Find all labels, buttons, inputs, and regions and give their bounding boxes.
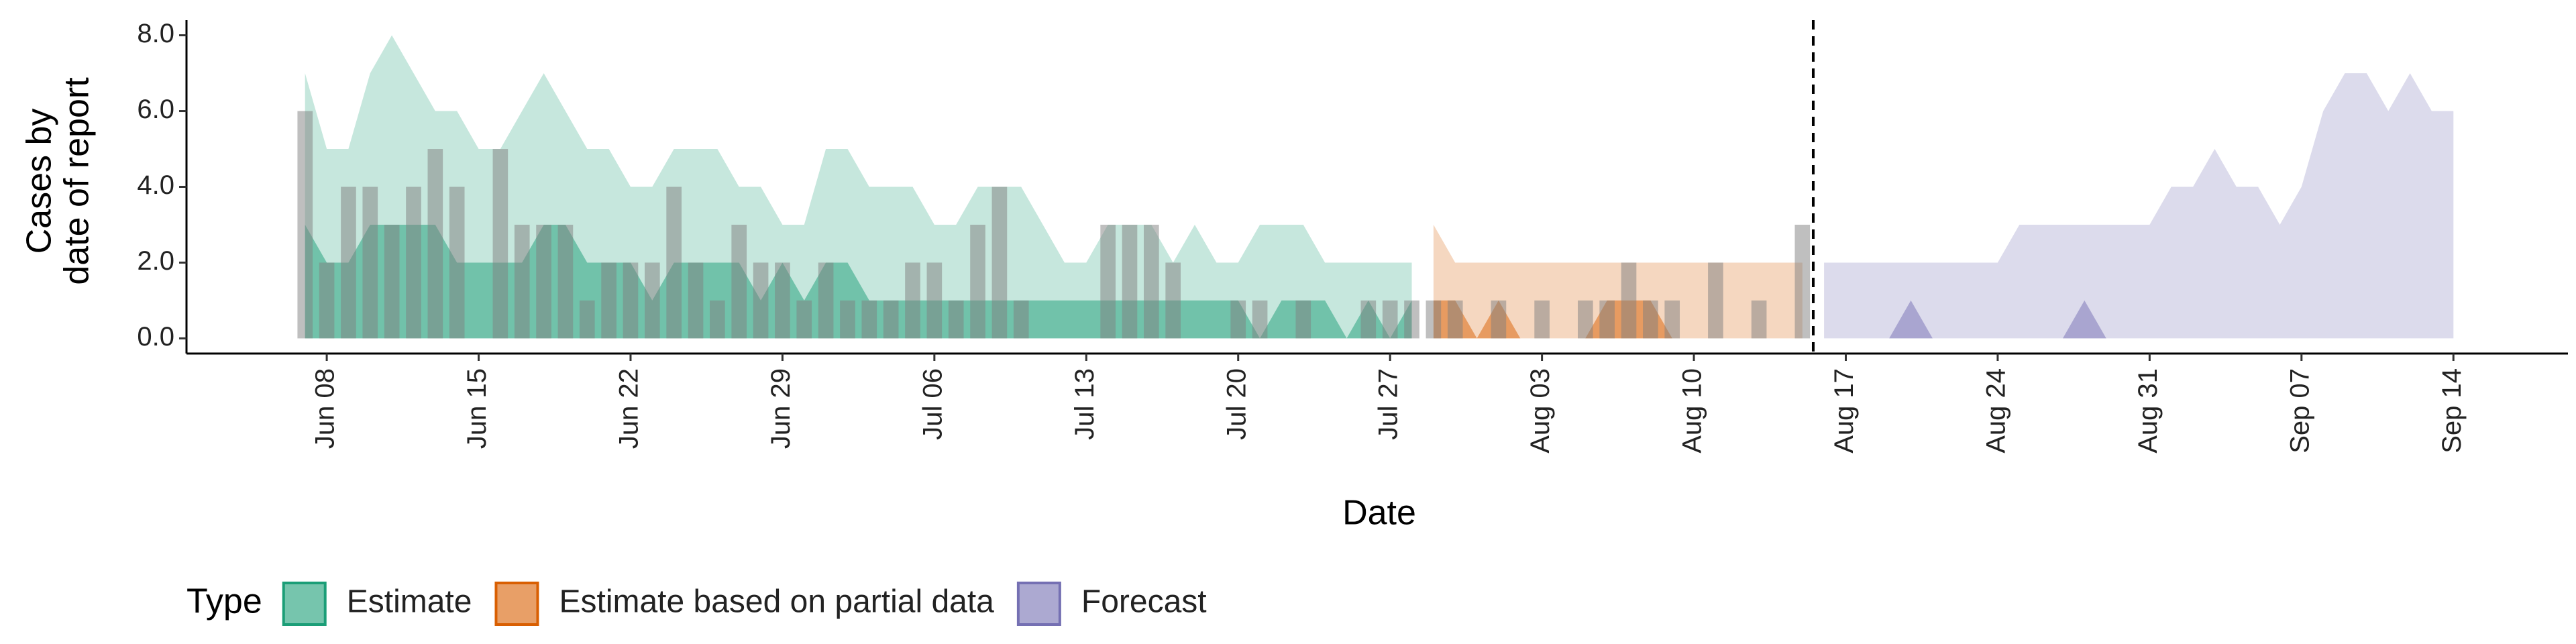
x-tick-label: Jun 29 [766,368,796,449]
bar [905,262,920,339]
bar [970,224,985,339]
bar [1295,300,1311,339]
bar [1144,224,1159,339]
bar [1664,300,1680,339]
x-tick-label: Aug 03 [1525,368,1555,453]
bar [492,149,508,339]
bar [644,262,660,339]
bar [1360,300,1377,339]
bar [1599,300,1615,339]
plot-area: 0.0 2.0 4.0 6.0 8.0 Jun 08 Jun 15 Jun 22 Jun 29 J… [137,19,2568,453]
y-axis-title: Cases by [20,109,59,254]
x-tick-label: Jul 20 [1222,368,1251,440]
bar [840,300,855,339]
bar [1404,300,1419,339]
x-tick-label: Sep 14 [2437,368,2467,453]
x-tick-label: Aug 24 [1981,368,2010,453]
bar [1491,300,1507,339]
bar [883,300,899,339]
bar [948,300,964,339]
bar [557,224,574,339]
x-tick-label: Aug 31 [2133,368,2163,453]
bar [1577,300,1593,339]
bar [579,300,595,339]
bar [406,186,421,339]
bar [1013,300,1029,339]
bar [1100,224,1116,339]
bar [362,186,378,339]
bar [601,262,616,339]
legend: Type Estimate Estimate based on partial da… [186,582,1207,626]
legend-label: Estimate [347,584,472,620]
bar [775,262,790,339]
bar [1643,300,1658,339]
x-tick-label: Jul 13 [1070,368,1099,440]
y-tick-label: 8.0 [137,19,174,48]
legend-label: Forecast [1081,584,1207,620]
x-tick-label: Jul 27 [1374,368,1403,440]
bar [753,262,769,339]
bar [710,300,725,339]
bar [1621,262,1637,339]
bar [926,262,943,339]
bar [1122,224,1138,339]
bar [1230,300,1246,339]
ribbon-outer [1824,73,2454,339]
bar [818,262,834,339]
legend-label: Estimate based on partial data [559,584,994,620]
bar [796,300,812,339]
y-tick-label: 4.0 [137,170,174,200]
bar [1794,224,1811,339]
bar [319,262,335,339]
bar [514,224,530,339]
x-tick-label: Sep 07 [2285,368,2314,453]
bar [384,224,400,339]
y-tick-label: 2.0 [137,246,174,276]
bar [1447,300,1463,339]
y-axis-title: date of report [58,77,97,285]
bar [1165,262,1181,339]
bar [341,186,356,339]
x-tick-label: Aug 17 [1829,368,1859,453]
bar [1708,262,1723,339]
y-tick-label: 6.0 [137,95,174,124]
bar [991,186,1008,339]
x-tick-label: Jun 15 [462,368,492,449]
bar [1751,300,1767,339]
legend-key [1016,582,1061,626]
bar [536,224,551,339]
bar [666,186,682,339]
bar [297,111,313,339]
bar [427,149,443,339]
bar [1426,300,1442,339]
bar [1252,300,1268,339]
bar [731,224,747,339]
x-tick-label: Jun 08 [311,368,340,449]
bar [688,262,704,339]
legend-key [494,582,539,626]
x-tick-label: Jul 06 [918,368,947,440]
bar [861,300,877,339]
bar [1382,300,1398,339]
legend-title: Type [186,582,262,621]
bar [1534,300,1550,339]
x-axis-title: Date [1342,494,1416,533]
x-tick-label: Jun 22 [614,368,644,449]
y-tick-label: 0.0 [137,322,174,352]
ribbon-inner [1433,300,1803,339]
legend-key [282,582,327,626]
bar [449,186,465,339]
bar [623,262,639,339]
x-tick-label: Aug 10 [1678,368,1707,453]
